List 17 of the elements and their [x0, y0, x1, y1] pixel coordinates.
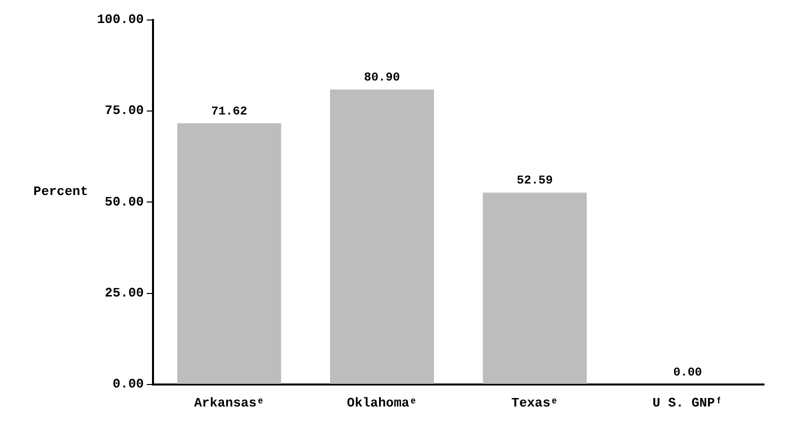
x-tick-label: Oklahomaᵉ: [346, 395, 418, 410]
data-label: 80.90: [364, 70, 400, 84]
y-axis-title: Percent: [32, 184, 89, 199]
x-tick-label: Arkansasᵉ: [194, 395, 264, 410]
x-tick-label: U S. GNPᶠ: [652, 395, 723, 410]
x-tick-label: Texasᵉ: [511, 395, 558, 410]
bar: [482, 192, 587, 384]
y-tick-label: 75.00: [104, 103, 144, 118]
bar: [330, 89, 434, 384]
data-label: 0.00: [673, 365, 702, 380]
y-tick-label: 25.00: [104, 286, 144, 301]
y-tick-label: 0.00: [112, 376, 144, 392]
y-tick-label: 100.00: [96, 12, 144, 28]
data-label: 71.62: [211, 104, 248, 118]
bar: [177, 123, 282, 384]
data-label: 52.59: [516, 174, 553, 188]
y-tick-label: 50.00: [104, 194, 144, 210]
